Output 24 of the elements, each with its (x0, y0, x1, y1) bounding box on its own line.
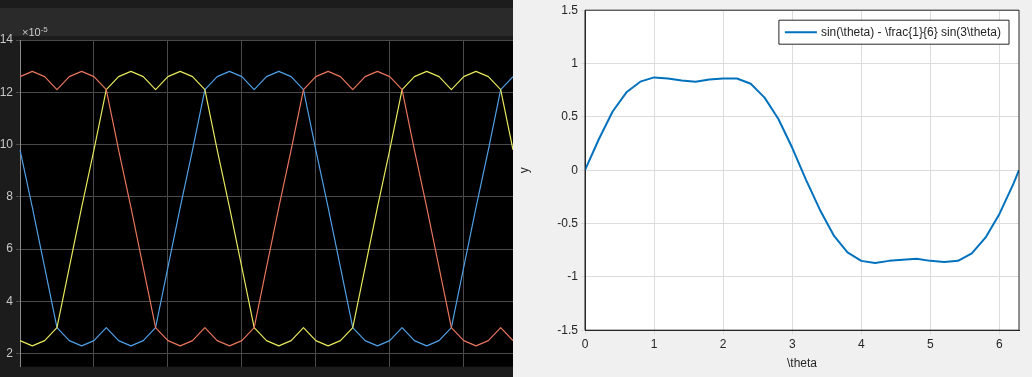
y-tick-label: -1 (567, 269, 579, 284)
y-tick-label: 0 (571, 162, 579, 177)
x-tick-label: 0 (581, 336, 589, 351)
y-tick-label: 0.5 (561, 109, 579, 124)
y-tick-label: 2 (6, 346, 14, 361)
y-tick-label: -0.5 (557, 215, 579, 230)
y-tick-label: 14 (0, 32, 14, 47)
y-tick-label: 4 (6, 293, 14, 308)
legend-label: sin(\theta) - \frac{1}{6} sin(3\theta) (820, 24, 1002, 39)
x-tick-label: 3 (788, 336, 796, 351)
y-tick-label: 8 (6, 189, 14, 204)
x-tick-label: 6 (996, 336, 1004, 351)
x-tick-label: 5 (927, 336, 935, 351)
y-tick-label: 10 (0, 136, 14, 151)
y-tick-label: -1.5 (557, 322, 579, 337)
y-tick-label: 1.5 (561, 2, 579, 17)
y-tick-label: 6 (6, 241, 14, 256)
x-tick-label: 4 (857, 336, 865, 351)
y-tick-label: 1 (571, 55, 579, 70)
x-axis-title: \theta (786, 356, 818, 371)
x-tick-label: 1 (650, 336, 658, 351)
y-axis-title: y (516, 167, 531, 174)
x-tick-label: 2 (719, 336, 727, 351)
y-tick-label: 12 (0, 84, 14, 99)
